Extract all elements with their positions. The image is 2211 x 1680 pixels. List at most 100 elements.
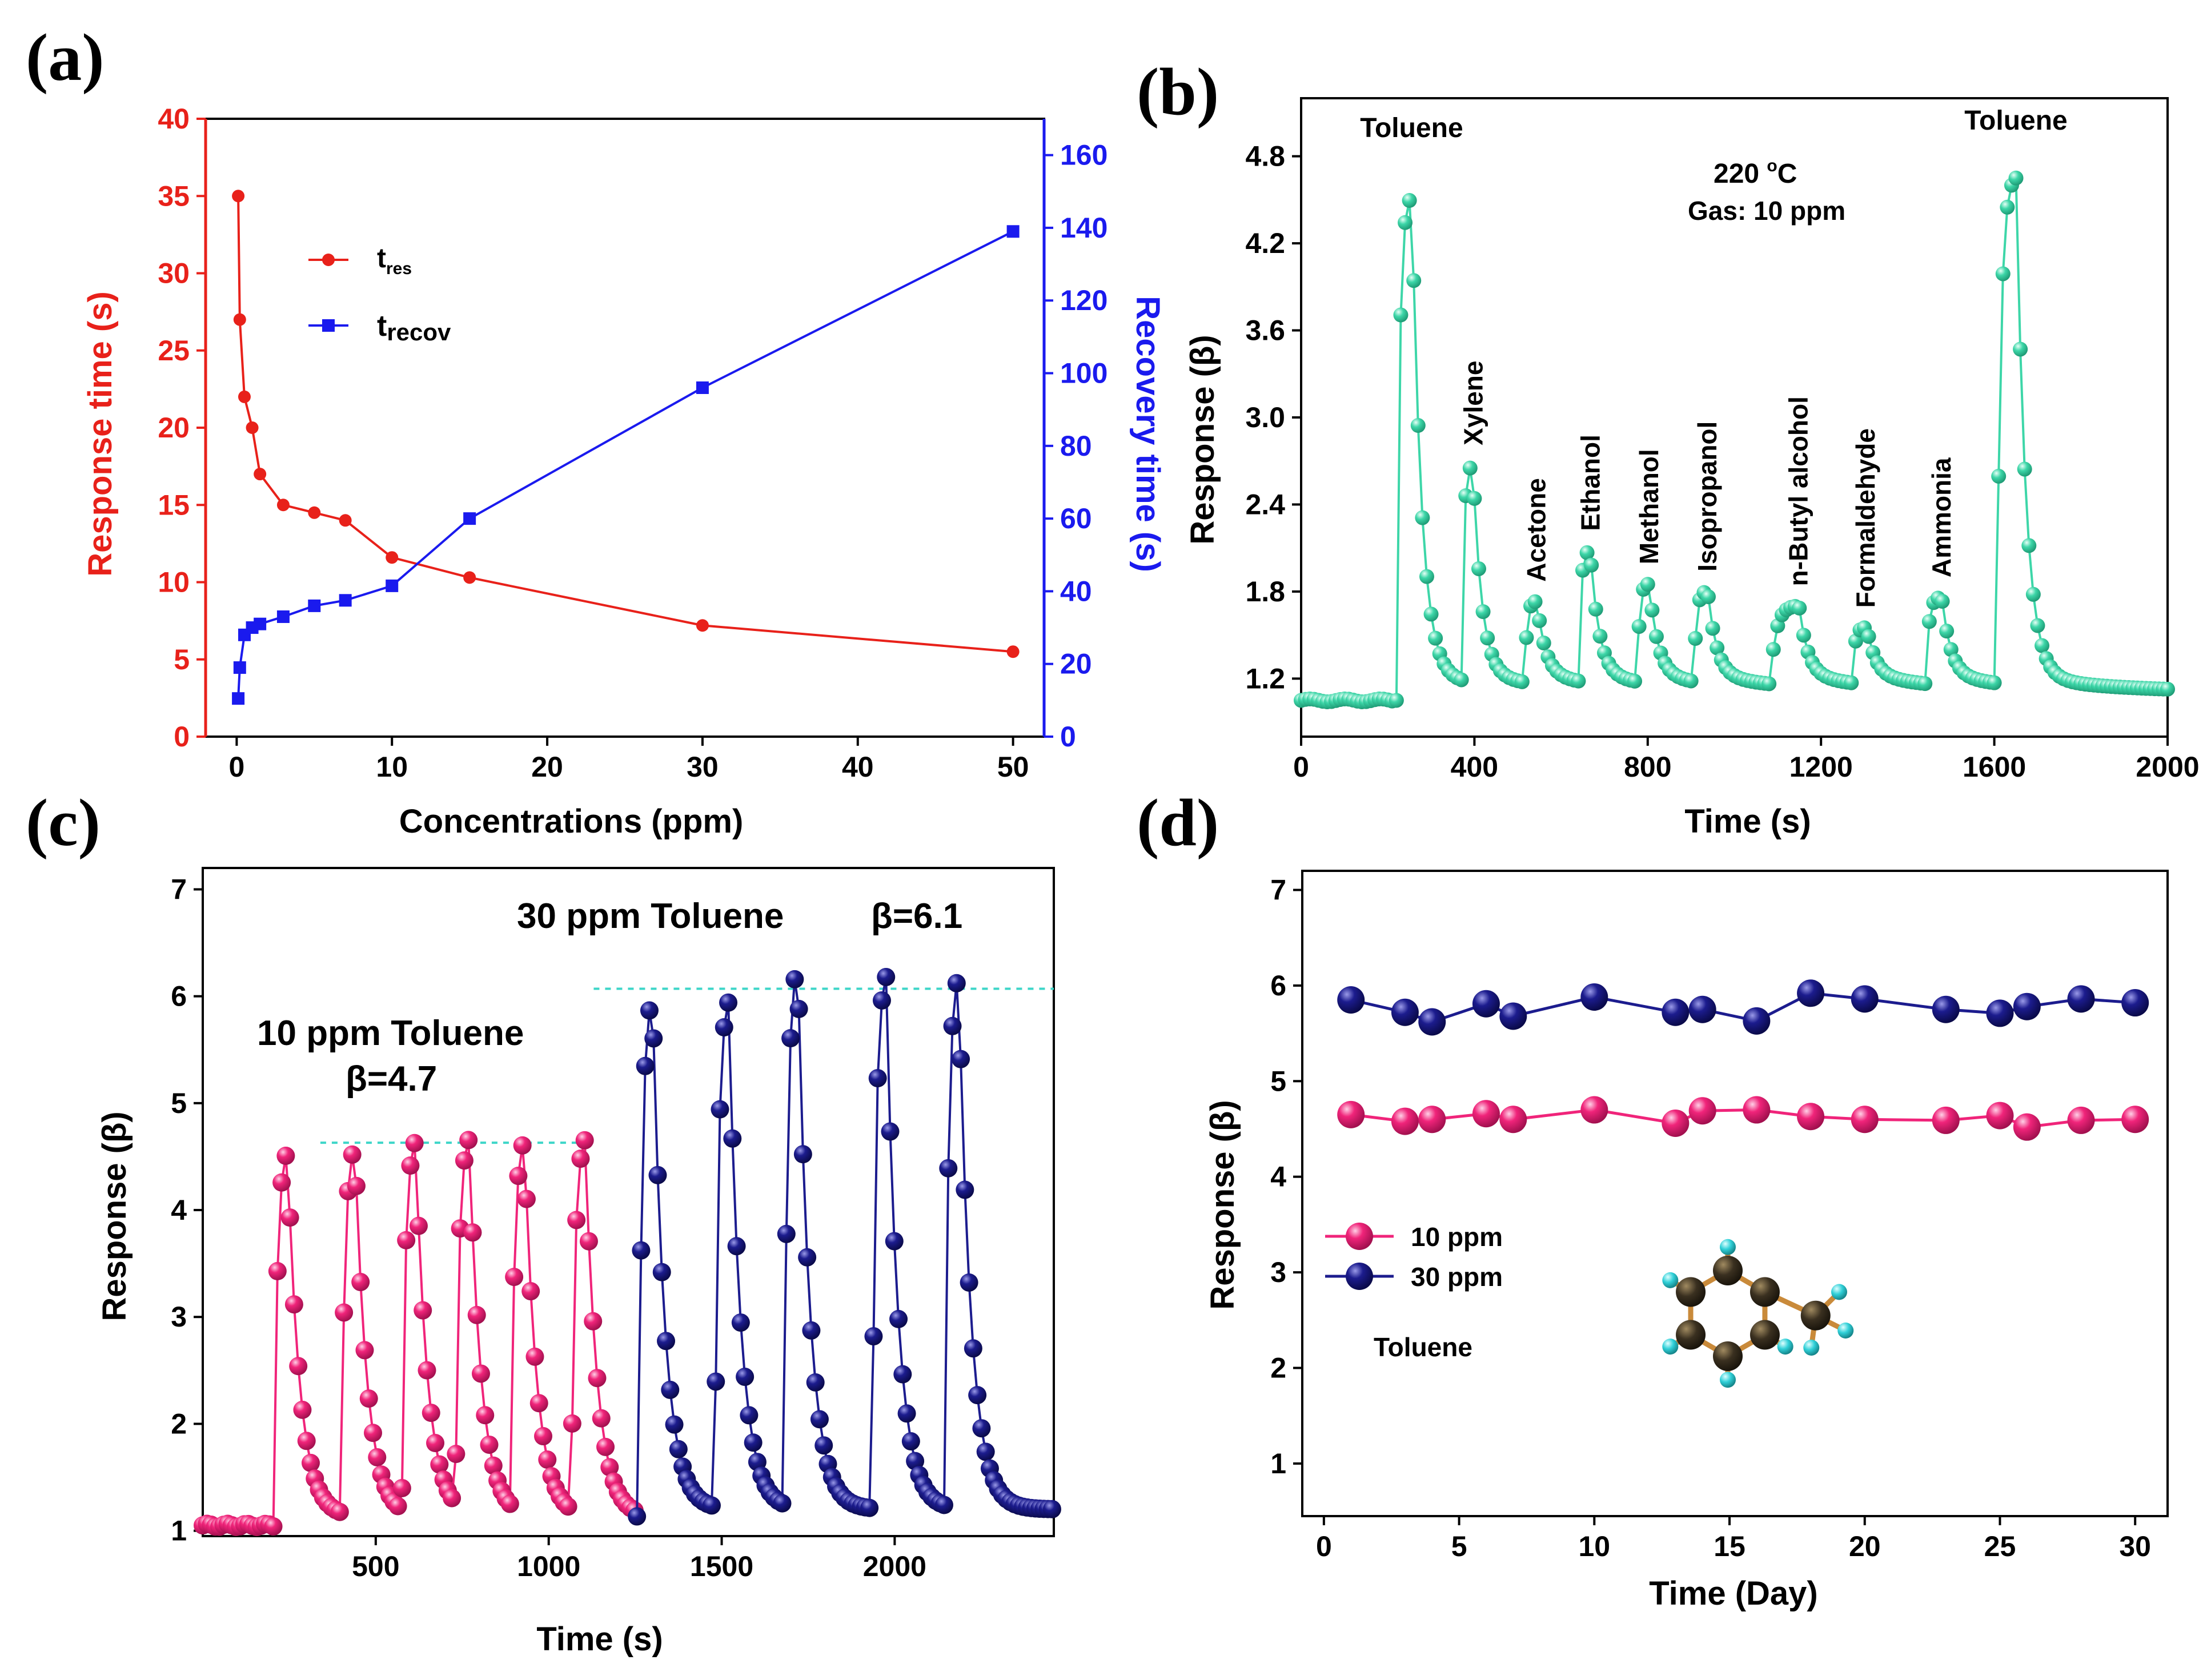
data-point xyxy=(284,1295,303,1314)
y-tick-label: 30 xyxy=(158,258,190,290)
chart-d-molecule-label: Toluene xyxy=(1374,1332,1472,1362)
chart-d-legend: 10 ppm 30 ppm xyxy=(1325,1222,1503,1292)
plot-frame xyxy=(1301,870,2169,1517)
gas-label: Ethanol xyxy=(1575,435,1605,531)
data-point xyxy=(513,1136,532,1155)
legend-label-10ppm: 10 ppm xyxy=(1411,1222,1503,1252)
data-point xyxy=(2025,586,2041,602)
data-point xyxy=(430,1455,449,1474)
data-point xyxy=(715,1018,733,1037)
data-point xyxy=(351,1273,370,1292)
data-point xyxy=(517,1189,536,1208)
hydrogen-atom xyxy=(1662,1339,1679,1355)
data-point xyxy=(401,1156,420,1175)
data-point-res xyxy=(246,421,259,434)
data-point xyxy=(297,1432,316,1450)
y-tick-label: 15 xyxy=(158,489,190,521)
data-point xyxy=(1514,674,1530,689)
data-point xyxy=(968,1386,987,1405)
data-point xyxy=(785,970,804,988)
data-point xyxy=(1765,642,1781,657)
y2-tick-label: 80 xyxy=(1060,430,1092,462)
chart-a-y2label: Recovery time (s) xyxy=(1129,296,1166,572)
y-tick-label: 2.4 xyxy=(1245,488,1285,520)
data-point xyxy=(397,1231,416,1249)
chart-c-beta-30: β=6.1 xyxy=(871,897,962,936)
y-tick-label: 3 xyxy=(1270,1256,1286,1288)
data-point xyxy=(509,1167,528,1185)
data-point xyxy=(392,1478,411,1497)
data-point xyxy=(814,1436,833,1455)
data-point xyxy=(1499,1002,1527,1030)
data-point xyxy=(893,1365,912,1384)
x-tick-label: 20 xyxy=(531,751,563,783)
data-point xyxy=(1648,629,1664,644)
data-point xyxy=(1393,307,1409,323)
chart-b-gas: Gas: 10 ppm xyxy=(1688,196,1845,226)
data-point xyxy=(1580,983,1608,1011)
data-point-recov xyxy=(276,610,290,623)
y-tick-label: 1.8 xyxy=(1245,576,1285,608)
chart-b-temp: 220 oC xyxy=(1714,156,1797,189)
y-tick-label: 3.6 xyxy=(1245,315,1285,347)
data-point-recov xyxy=(696,381,709,394)
x-tick-label: 800 xyxy=(1624,751,1671,783)
data-point xyxy=(480,1435,499,1454)
data-point xyxy=(471,1364,490,1383)
x-tick-label: 1000 xyxy=(517,1550,580,1582)
gas-label: Isopropanol xyxy=(1692,421,1722,572)
chart-a-marks xyxy=(232,190,1020,705)
chart-b-marks: Toluene Xylene Acetone Ethanol Methanol Isopr… xyxy=(1294,106,2175,710)
data-point xyxy=(885,1232,904,1251)
chart-c-axes: 500 1000 1500 2000 1 2 3 4 5 6 7 xyxy=(171,867,1055,1582)
data-point xyxy=(525,1347,544,1366)
data-point xyxy=(1861,629,1876,644)
data-point xyxy=(665,1415,684,1434)
x-tick-label: 15 xyxy=(1714,1530,1745,1562)
data-point xyxy=(806,1373,825,1392)
gas-label: Methanol xyxy=(1634,449,1664,564)
data-point xyxy=(567,1211,586,1229)
data-point-res xyxy=(276,499,290,512)
chart-d: 0 5 10 15 20 25 30 1 2 3 4 5 6 7 Response (β) Time (D… xyxy=(1204,870,2169,1612)
data-point xyxy=(1398,215,1413,230)
y2-tick-label: 100 xyxy=(1060,357,1107,389)
data-point-res xyxy=(232,190,245,203)
data-point xyxy=(280,1208,299,1227)
data-point xyxy=(1932,1106,1960,1134)
data-point xyxy=(781,1029,800,1048)
data-point xyxy=(1527,594,1543,609)
data-point-res xyxy=(339,514,352,527)
data-point xyxy=(588,1369,607,1388)
gas-label: n-Butyl alcohol xyxy=(1783,396,1813,586)
y-tick-label: 10 xyxy=(158,566,190,598)
data-point xyxy=(467,1305,486,1324)
hydrogen-atom xyxy=(1662,1272,1679,1288)
chart-d-axes: 0 5 10 15 20 25 30 1 2 3 4 5 6 7 xyxy=(1270,870,2169,1562)
data-point-recov xyxy=(1006,225,1020,238)
data-point xyxy=(1935,593,1950,609)
data-point xyxy=(264,1517,283,1536)
hydrogen-atom xyxy=(1720,1239,1736,1255)
gas-label: Ammonia xyxy=(1927,457,1956,577)
data-point-res xyxy=(1006,645,1020,658)
data-point xyxy=(1592,629,1608,644)
data-point xyxy=(1423,606,1439,622)
y-tick-label: 20 xyxy=(158,412,190,444)
data-point xyxy=(2067,1106,2095,1134)
data-point xyxy=(563,1414,581,1433)
y-tick-label: 5 xyxy=(174,644,190,676)
y2-tick-label: 140 xyxy=(1060,212,1107,244)
chart-c-ylabel: Response (β) xyxy=(96,1111,133,1321)
y2-tick-label: 60 xyxy=(1060,503,1092,534)
data-point xyxy=(355,1341,374,1360)
data-point xyxy=(793,1145,812,1164)
data-point xyxy=(889,1309,908,1328)
data-point xyxy=(2008,170,2024,186)
data-point xyxy=(330,1502,349,1521)
data-point xyxy=(956,1180,974,1199)
data-point xyxy=(1454,672,1469,688)
data-point xyxy=(414,1301,432,1320)
series-line-30ppm xyxy=(1350,991,2136,1024)
